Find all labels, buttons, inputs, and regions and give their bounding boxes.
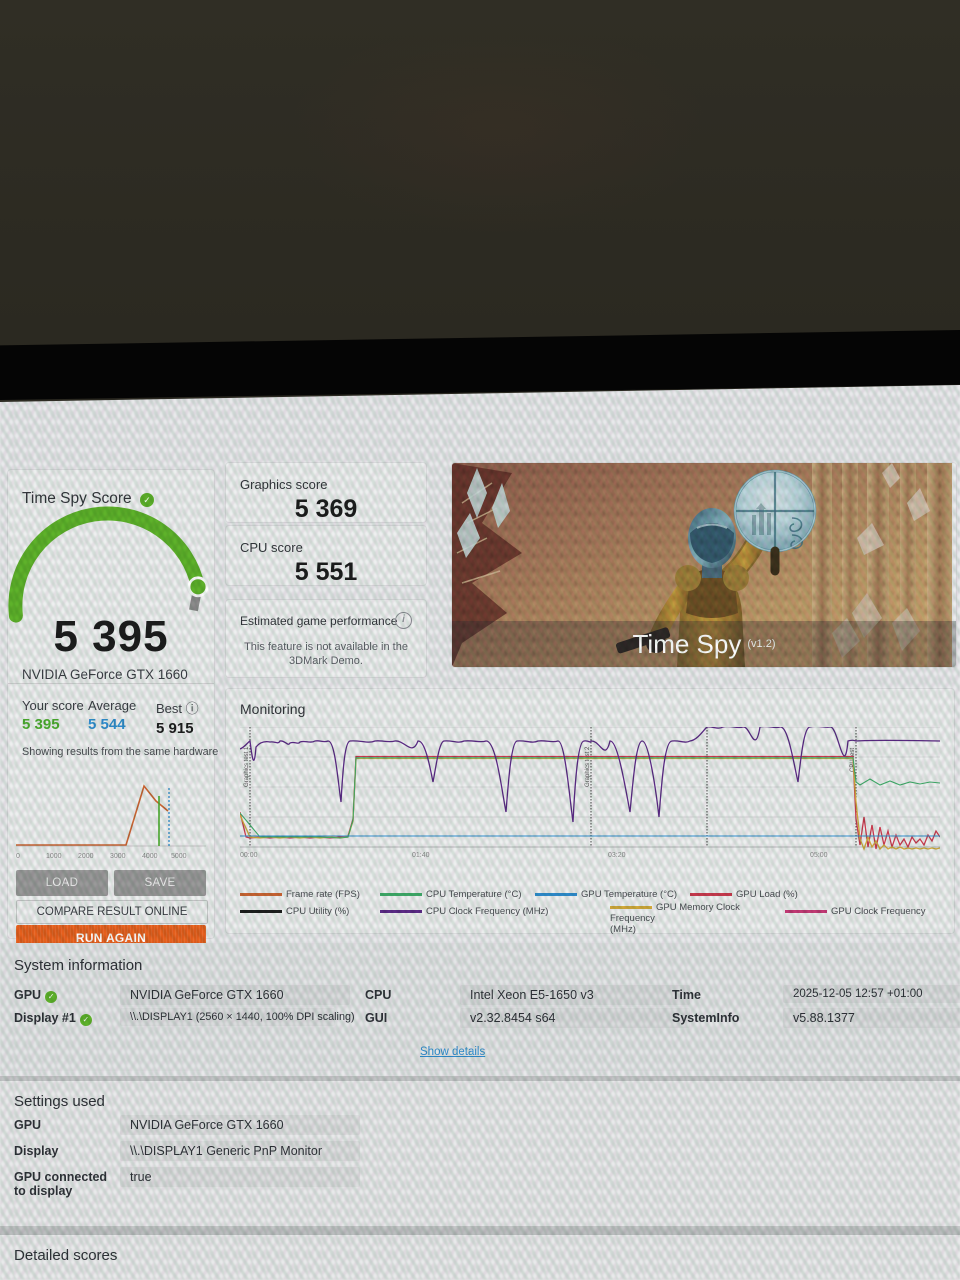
svg-text:00:00: 00:00 xyxy=(240,852,258,859)
svg-text:01:40: 01:40 xyxy=(412,852,430,859)
svg-text:05:00: 05:00 xyxy=(810,852,828,859)
svg-text:3000: 3000 xyxy=(110,853,126,860)
svg-text:2000: 2000 xyxy=(78,853,94,860)
svg-text:4000: 4000 xyxy=(142,853,158,860)
svg-text:Graphics test 2: Graphics test 2 xyxy=(585,746,591,787)
svg-text:5000: 5000 xyxy=(171,853,187,860)
svg-text:0: 0 xyxy=(16,853,20,860)
svg-text:03:20: 03:20 xyxy=(608,852,626,859)
svg-text:1000: 1000 xyxy=(46,853,62,860)
svg-text:Graphics test 1: Graphics test 1 xyxy=(244,746,250,787)
